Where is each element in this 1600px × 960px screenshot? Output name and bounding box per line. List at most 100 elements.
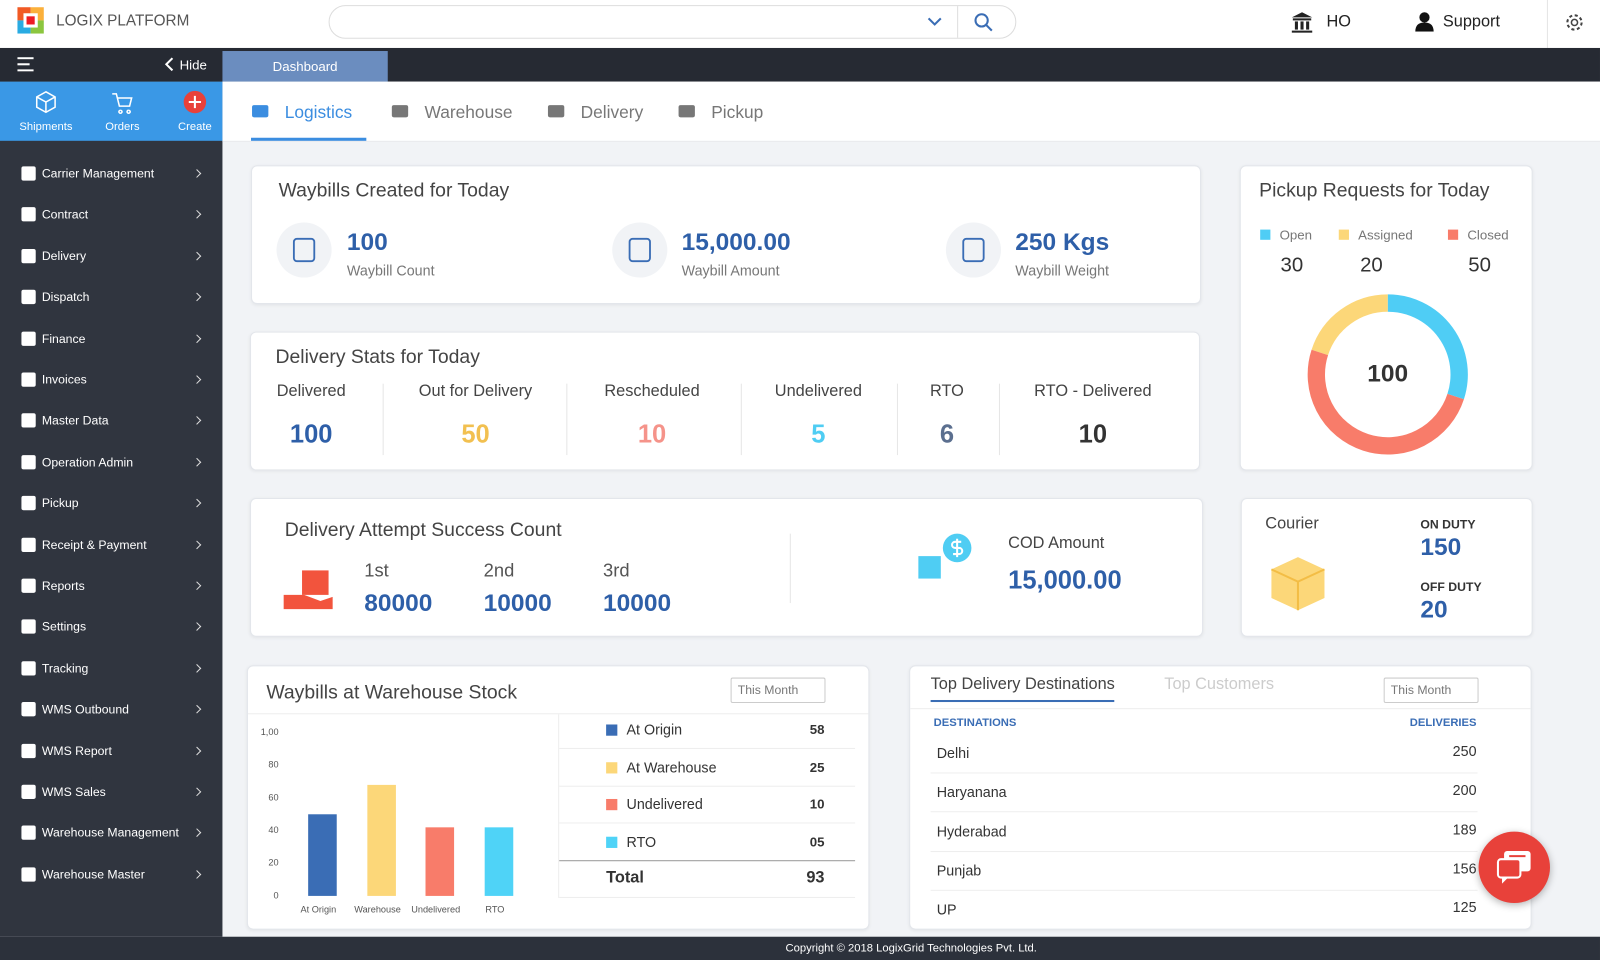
menu-chevron[interactable]	[192, 251, 202, 261]
delivery-stats-card: Delivery Stats for Today Delivered 100 Out …	[249, 331, 1200, 471]
stat-value: 10	[637, 419, 667, 449]
off-duty-label: OFF DUTY	[1420, 579, 1482, 594]
stat-value: 5	[811, 419, 826, 449]
attempt-label: 3rd	[603, 560, 630, 581]
menu-chevron[interactable]	[192, 292, 202, 302]
cart	[112, 93, 133, 114]
menu-chevron[interactable]	[192, 705, 202, 714]
menu-item[interactable]: Warehouse Master	[41, 867, 145, 882]
donut-total: 100	[1367, 360, 1409, 388]
dropdown-icon[interactable]	[927, 16, 942, 26]
menu-item[interactable]: Contract	[41, 207, 89, 222]
breadcrumb[interactable]: Dashboard	[272, 58, 338, 74]
hide-button[interactable]: Hide	[179, 57, 207, 73]
box	[918, 556, 941, 579]
menu-item[interactable]: WMS Report	[41, 743, 112, 758]
menu-icon[interactable]	[17, 57, 34, 72]
menu-item[interactable]: Master Data	[41, 413, 109, 428]
total-value: 93	[806, 869, 825, 887]
menu-icon	[21, 331, 36, 346]
copyright: Copyright © 2018 LogixGrid Technologies …	[785, 942, 1037, 955]
menu-chevron[interactable]	[192, 498, 202, 508]
legend-swatch	[1447, 229, 1459, 240]
y-tick-label: 0	[273, 890, 278, 900]
branch-icon[interactable]	[1291, 11, 1313, 33]
menu-chevron[interactable]	[192, 869, 202, 879]
filter[interactable]: This Month	[737, 682, 799, 697]
tab[interactable]: Top Customers	[1164, 675, 1275, 693]
menu-item[interactable]: Pickup	[41, 496, 79, 511]
menu-item[interactable]: Dispatch	[41, 289, 90, 305]
filter[interactable]: This Month	[1390, 682, 1452, 697]
menu-icon	[21, 578, 36, 593]
tab[interactable]: Logistics	[284, 102, 353, 122]
menu-chevron[interactable]	[192, 334, 202, 343]
chat-icon[interactable]	[1496, 849, 1533, 886]
menu-icon	[21, 537, 36, 552]
search-icon[interactable]	[973, 12, 993, 32]
attempts-card: Delivery Attempt Success Count 1st 80000 2n…	[249, 497, 1204, 637]
menu-item[interactable]: Reports	[41, 578, 85, 593]
legend-value: 25	[809, 759, 825, 775]
menu-chevron[interactable]	[192, 787, 202, 797]
bar-chart: 0 20 40 60 80 1,00 At Origin Warehouse Undeliver…	[261, 727, 514, 915]
logo	[17, 7, 44, 34]
search-bar[interactable]	[328, 5, 1017, 39]
legend-value: 20	[1360, 254, 1383, 277]
legend-name: At Origin	[626, 721, 683, 738]
divider	[896, 383, 898, 456]
menu-chevron[interactable]	[192, 210, 202, 220]
support[interactable]: Support	[1442, 13, 1501, 31]
row-divider	[930, 772, 1478, 774]
stat-label: Delivered	[276, 382, 346, 400]
tab[interactable]: Top Delivery Destinations	[930, 675, 1115, 693]
menu-chevron[interactable]	[192, 375, 202, 384]
attempt-value: 10000	[483, 589, 552, 618]
waybill-icon	[612, 222, 668, 278]
menu-chevron[interactable]	[192, 540, 202, 549]
menu-chevron[interactable]	[192, 457, 202, 467]
shortcut-label[interactable]: Shipments	[19, 120, 73, 134]
shortcut-label[interactable]: Create	[178, 120, 212, 134]
menu-chevron[interactable]	[192, 663, 202, 673]
row-divider	[930, 889, 1478, 891]
waybill-icon	[276, 222, 332, 278]
y-tick-label: 60	[268, 792, 278, 802]
help-chat-button[interactable]	[1478, 831, 1550, 904]
menu-item[interactable]: Invoices	[41, 372, 87, 387]
menu-chevron[interactable]	[192, 622, 202, 632]
support-icon[interactable]	[1414, 11, 1434, 32]
tab[interactable]: Delivery	[580, 102, 644, 122]
menu-item[interactable]: Carrier Management	[41, 166, 155, 181]
tab[interactable]: Warehouse	[424, 102, 513, 122]
legend-swatch	[1260, 229, 1271, 240]
card-title: Pickup Requests for Today	[1259, 180, 1490, 202]
breadcrumb-tab[interactable]	[222, 51, 388, 82]
donut-segment	[1307, 349, 1464, 455]
menu-icon	[21, 207, 36, 222]
icon-bg	[612, 222, 668, 278]
settings-icon[interactable]	[1563, 11, 1585, 33]
tab[interactable]: Pickup	[711, 102, 764, 122]
menu-item[interactable]: Settings	[41, 619, 87, 635]
menu-item[interactable]: Finance	[41, 331, 86, 346]
menu-item[interactable]: Delivery	[41, 248, 87, 264]
menu-chevron[interactable]	[192, 416, 202, 426]
menu-icon	[21, 372, 36, 387]
menu-chevron[interactable]	[192, 169, 202, 178]
menu-item[interactable]: WMS Sales	[41, 784, 106, 799]
menu-item[interactable]: WMS Outbound	[41, 702, 129, 717]
menu-item[interactable]: Warehouse Management	[41, 825, 179, 841]
menu-item[interactable]: Operation Admin	[41, 454, 134, 470]
menu-item[interactable]: Receipt & Payment	[41, 537, 147, 552]
menu-chevron[interactable]	[192, 828, 202, 838]
menu-chevron[interactable]	[192, 746, 202, 755]
menu-item[interactable]: Tracking	[41, 661, 89, 676]
stat-label: RTO	[929, 382, 964, 400]
waybill-value: 15,000.00	[681, 228, 791, 257]
menu-chevron[interactable]	[192, 581, 202, 591]
donut-segment	[1311, 294, 1389, 356]
hide-icon[interactable]	[164, 57, 174, 72]
branch[interactable]: HO	[1326, 13, 1352, 31]
shortcut-label[interactable]: Orders	[105, 120, 140, 134]
